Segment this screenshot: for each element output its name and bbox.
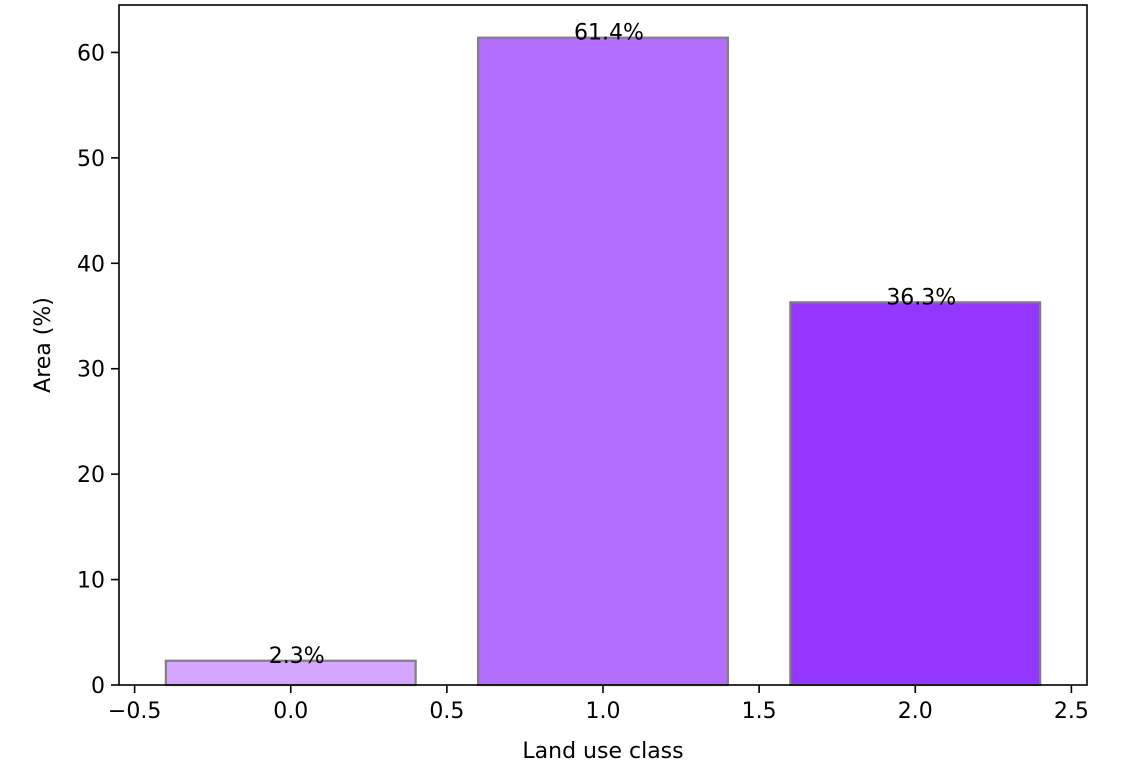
x-tick-label: 2.5 bbox=[1054, 699, 1089, 724]
data-labels-group: 2.3% 61.4% 36.3% bbox=[269, 21, 956, 669]
x-tick-label: 2.0 bbox=[898, 699, 933, 724]
bars-group bbox=[164, 36, 1042, 687]
bar bbox=[476, 36, 730, 687]
x-tick-label: 1.0 bbox=[586, 699, 621, 724]
x-axis-label: Land use class bbox=[522, 739, 683, 764]
y-axis-label: Area (%) bbox=[31, 297, 56, 393]
y-tick-label: 20 bbox=[77, 463, 105, 488]
bar-value-label: 61.4% bbox=[574, 21, 644, 46]
y-tick-label: 40 bbox=[77, 252, 105, 277]
bar-value-label: 36.3% bbox=[886, 285, 956, 310]
bar bbox=[789, 301, 1042, 687]
y-tick-label: 0 bbox=[91, 674, 105, 699]
y-axis: 0 10 20 30 40 50 60 bbox=[77, 41, 119, 699]
x-axis: −0.5 0.0 0.5 1.0 1.5 2.0 2.5 bbox=[108, 685, 1089, 724]
y-tick-label: 10 bbox=[77, 569, 105, 594]
y-tick-label: 60 bbox=[77, 41, 105, 66]
y-tick-label: 30 bbox=[77, 358, 105, 383]
x-tick-label: 0.5 bbox=[429, 699, 464, 724]
x-tick-label: 0.0 bbox=[273, 699, 308, 724]
x-tick-label: −0.5 bbox=[108, 699, 161, 724]
bar-value-label: 2.3% bbox=[269, 644, 325, 669]
x-tick-label: 1.5 bbox=[742, 699, 777, 724]
y-tick-label: 50 bbox=[77, 147, 105, 172]
